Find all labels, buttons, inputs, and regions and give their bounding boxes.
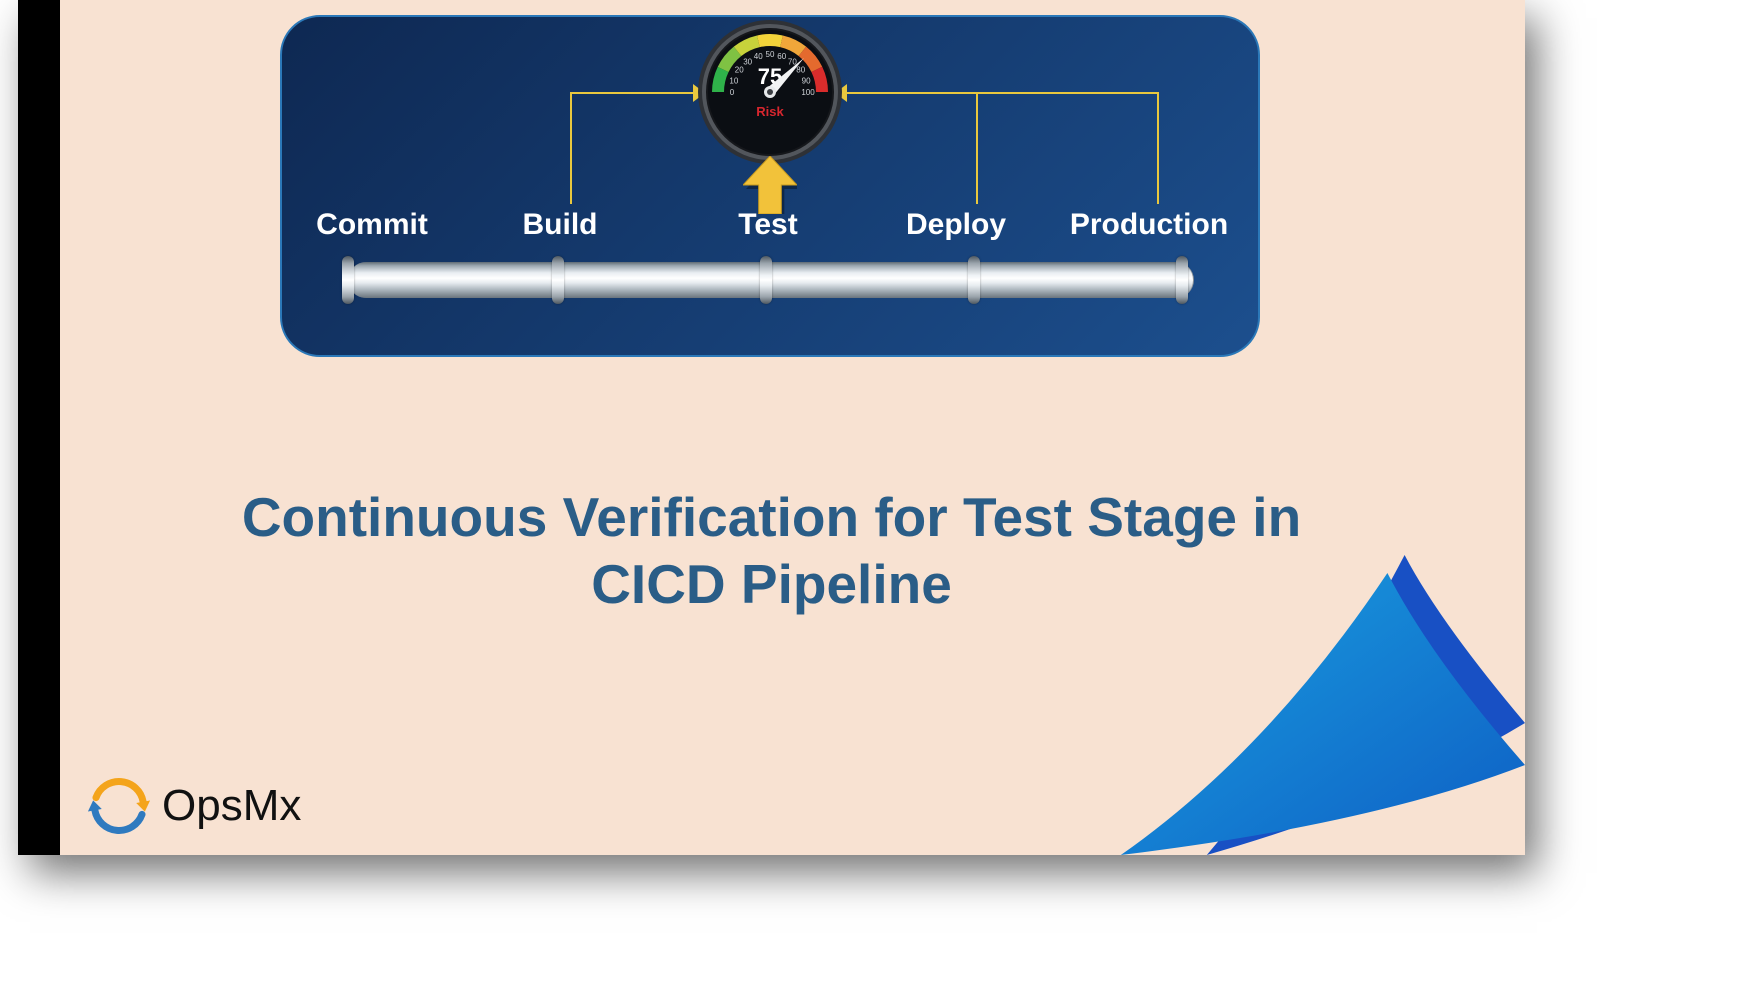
stage-build: Build — [523, 208, 598, 242]
pipe-joint-2 — [760, 256, 772, 304]
risk-gauge: 010203040506070809010075Risk — [694, 16, 846, 168]
sail-graphic — [1095, 555, 1525, 855]
svg-text:0: 0 — [730, 88, 735, 97]
pipe-joint-4 — [1176, 256, 1188, 304]
up-arrow-svg — [743, 156, 797, 214]
stage-production: Production — [1070, 208, 1228, 242]
opsmx-logo-text: OpsMx — [162, 781, 301, 831]
risk-gauge-svg: 010203040506070809010075Risk — [694, 16, 846, 168]
opsmx-logo-ring-icon — [88, 775, 150, 837]
slide-title-line2: CICD Pipeline — [591, 553, 952, 615]
svg-text:80: 80 — [796, 66, 805, 75]
svg-text:100: 100 — [801, 88, 815, 97]
left-black-strip — [18, 0, 60, 855]
svg-text:40: 40 — [754, 52, 763, 61]
stage-deploy: Deploy — [906, 208, 1006, 242]
connector-v-right — [1157, 92, 1159, 204]
stage-test: Test — [738, 208, 797, 242]
svg-text:60: 60 — [777, 52, 786, 61]
svg-text:30: 30 — [743, 57, 752, 66]
connector-h-left — [570, 92, 693, 94]
connector-v-mid — [976, 92, 978, 204]
sail-svg — [1095, 555, 1525, 855]
pipe-joint-3 — [968, 256, 980, 304]
connector-v-left — [570, 92, 572, 204]
connector-h-right — [847, 92, 1157, 94]
svg-text:20: 20 — [735, 66, 744, 75]
svg-text:90: 90 — [802, 76, 811, 85]
pipe-joint-1 — [552, 256, 564, 304]
slide: 010203040506070809010075Risk Commit Buil… — [18, 0, 1525, 855]
opsmx-logo: OpsMx — [88, 775, 301, 837]
pipe-joint-0 — [342, 256, 354, 304]
slide-title-line1: Continuous Verification for Test Stage i… — [242, 486, 1301, 548]
up-arrow-icon — [743, 156, 797, 214]
stage-commit: Commit — [316, 208, 428, 242]
svg-text:10: 10 — [729, 76, 738, 85]
svg-text:Risk: Risk — [756, 104, 784, 119]
svg-text:50: 50 — [766, 50, 775, 59]
